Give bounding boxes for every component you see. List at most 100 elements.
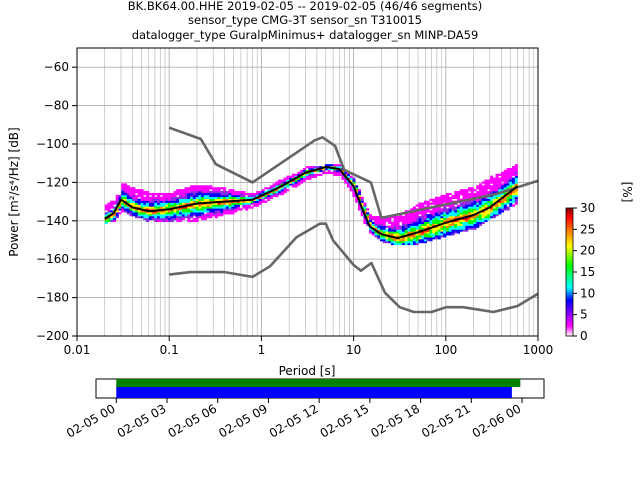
heatmap-cell <box>146 196 150 200</box>
heatmap-cell <box>264 196 268 200</box>
heatmap-cell <box>214 206 218 209</box>
heatmap-cell <box>470 191 474 194</box>
heatmap-cell <box>374 216 378 219</box>
heatmap-cell <box>154 200 158 203</box>
heatmap-cell <box>440 202 444 205</box>
heatmap-cell <box>512 169 516 173</box>
heatmap-cell <box>253 204 257 207</box>
y-tick-label: −140 <box>36 214 69 228</box>
heatmap-cell <box>198 189 202 192</box>
heatmap-cell <box>258 192 262 196</box>
heatmap-cell <box>148 200 152 203</box>
heatmap-cell <box>283 191 287 194</box>
heatmap-cell <box>338 171 342 175</box>
coverage-tick-label: 02-05 12 <box>267 401 321 440</box>
heatmap-cell <box>481 200 485 203</box>
heatmap-cell <box>135 189 139 192</box>
heatmap-cell <box>225 198 229 201</box>
heatmap-cell <box>159 200 163 203</box>
heatmap-cell <box>203 210 207 213</box>
heatmap-cell <box>379 239 384 242</box>
heatmap-cell <box>313 169 317 173</box>
heatmap-cell <box>137 214 141 217</box>
heatmap-cell <box>415 217 419 221</box>
heatmap-cell <box>426 202 430 205</box>
heatmap-cell <box>481 206 485 209</box>
heatmap-cell <box>203 192 207 196</box>
heatmap-cell <box>506 185 510 188</box>
heatmap-cell <box>457 192 461 196</box>
heatmap-cell <box>121 204 125 207</box>
heatmap-cell <box>140 214 144 217</box>
heatmap-cell <box>214 194 218 198</box>
heatmap-cell <box>465 191 469 194</box>
heatmap-cell <box>470 221 474 224</box>
heatmap-cell <box>512 192 516 196</box>
heatmap-cell <box>495 173 499 176</box>
heatmap-cell <box>399 216 403 219</box>
heatmap-cell <box>231 198 235 201</box>
heatmap-cell <box>479 216 483 219</box>
heatmap-cell <box>143 217 147 221</box>
y-tick-label: −100 <box>36 137 69 151</box>
heatmap-cell <box>426 235 430 238</box>
heatmap-cell <box>412 225 417 228</box>
heatmap-cell <box>148 212 152 215</box>
heatmap-cell <box>404 239 408 242</box>
heatmap-cell <box>385 231 389 234</box>
heatmap-cell <box>462 194 466 198</box>
heatmap-cell <box>184 191 188 194</box>
heatmap-cell <box>490 187 494 190</box>
heatmap-cell <box>473 204 477 207</box>
heatmap-cell <box>457 210 461 213</box>
heatmap-cell <box>382 227 386 230</box>
heatmap-cell <box>479 221 483 224</box>
heatmap-cell <box>247 202 251 205</box>
heatmap-cell <box>209 196 213 200</box>
heatmap-cell <box>503 183 507 186</box>
heatmap-cell <box>352 189 356 192</box>
heatmap-cell <box>170 216 174 219</box>
heatmap-cell <box>470 225 474 228</box>
heatmap-cell <box>198 206 202 209</box>
heatmap-cell <box>415 223 419 226</box>
heatmap-cell <box>187 187 191 190</box>
heatmap-cell <box>173 217 177 221</box>
heatmap-cell <box>113 200 117 203</box>
heatmap-cell <box>225 206 229 209</box>
heatmap-cell <box>217 214 221 217</box>
heatmap-cell <box>195 206 199 209</box>
heatmap-cell <box>509 198 513 201</box>
heatmap-cell <box>124 208 128 211</box>
heatmap-cell <box>250 202 254 205</box>
heatmap-cell <box>118 194 122 198</box>
heatmap-cell <box>198 210 202 213</box>
heatmap-cell <box>451 206 455 209</box>
heatmap-cell <box>390 240 395 244</box>
heatmap-cell <box>399 219 403 223</box>
heatmap-cell <box>440 229 444 232</box>
heatmap-cell <box>371 229 375 232</box>
heatmap-cell <box>162 206 166 209</box>
heatmap-cell <box>410 214 414 217</box>
heatmap-cell <box>445 196 450 200</box>
heatmap-cell <box>473 210 477 213</box>
heatmap-cell <box>181 191 185 194</box>
heatmap-cell <box>344 181 348 184</box>
heatmap-cell <box>401 225 406 228</box>
heatmap-cell <box>503 171 507 175</box>
heatmap-cell <box>451 227 455 230</box>
heatmap-cell <box>423 217 428 221</box>
heatmap-cell <box>157 200 161 203</box>
heatmap-cell <box>451 212 455 215</box>
heatmap-cell <box>479 223 483 226</box>
heatmap-cell <box>421 202 425 205</box>
heatmap-cell <box>506 173 510 176</box>
title-line-1: BK.BK64.00.HHE 2019-02-05 -- 2019-02-05 … <box>128 0 482 13</box>
heatmap-cell <box>404 231 408 234</box>
heatmap-cell <box>388 229 392 232</box>
heatmap-cell <box>214 191 218 194</box>
heatmap-cell <box>514 173 518 176</box>
heatmap-cell <box>440 227 444 230</box>
heatmap-cell <box>487 198 491 201</box>
